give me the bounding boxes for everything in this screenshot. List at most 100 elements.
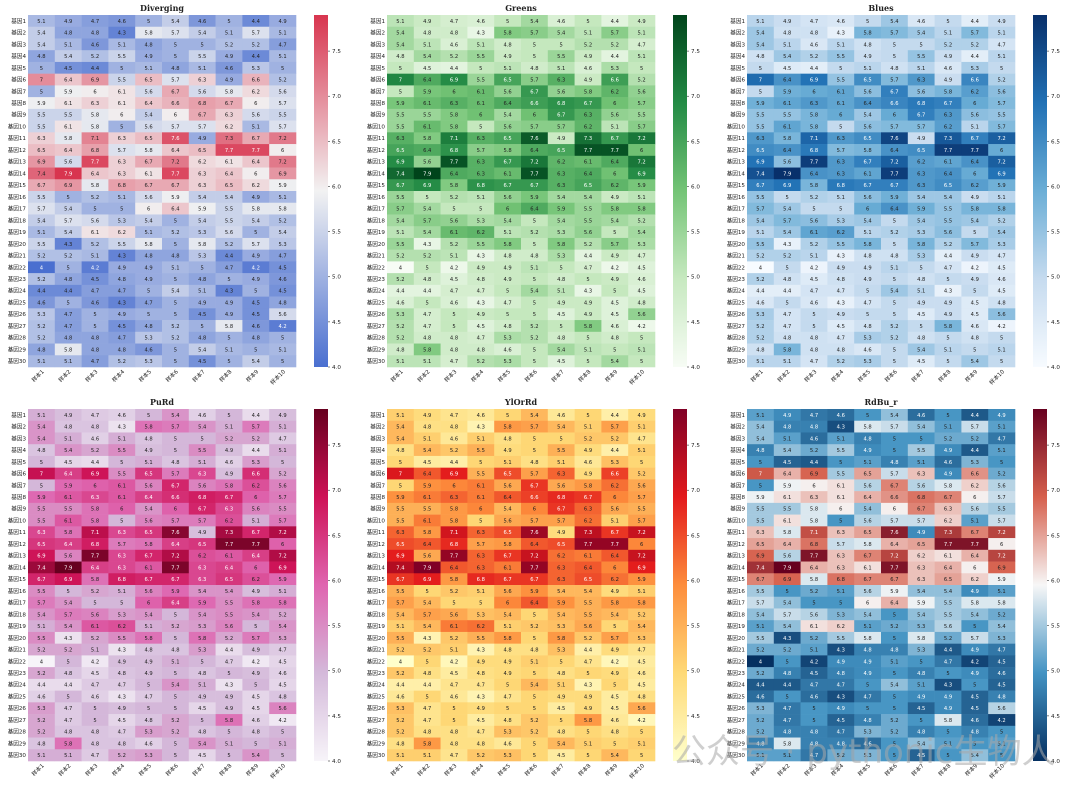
heatmap-cell [440, 202, 468, 215]
cell-value-label: 4.8 [64, 336, 72, 342]
cell-value-label: 5.1 [944, 425, 952, 431]
heatmap-cell [601, 85, 629, 98]
cell-value-label: 5.4 [944, 589, 953, 595]
heatmap-cell [934, 261, 962, 274]
cell-value-label: 5.9 [423, 483, 431, 489]
heatmap-cell [387, 273, 415, 286]
heatmap-cell [747, 573, 775, 586]
row-tick-label: 基因25 [727, 692, 746, 700]
cell-value-label: 5.6 [423, 554, 431, 560]
heatmap-cell [628, 455, 656, 468]
cell-value-label: 5 [93, 324, 96, 330]
cell-value-label: 5.7 [783, 218, 791, 224]
colorbar-tick-label: 5.5 [691, 624, 700, 630]
cell-value-label: 6.5 [557, 148, 565, 154]
heatmap-cell [54, 284, 82, 297]
heatmap-cell [574, 155, 602, 168]
cell-value-label: 6.4 [783, 542, 792, 548]
heatmap-cell [961, 631, 989, 644]
cell-value-label: 5.6 [423, 160, 431, 166]
heatmap-cell [800, 355, 828, 368]
cell-value-label: 5.1 [783, 753, 791, 759]
heatmap-cell [601, 237, 629, 250]
cell-value-label: 5.8 [144, 542, 152, 548]
cell-value-label: 4.6 [91, 42, 99, 48]
cell-value-label: 5.1 [37, 19, 45, 25]
heatmap-cell [574, 120, 602, 133]
row-tick-label: 基因29 [8, 345, 27, 353]
cell-value-label: 5.1 [944, 347, 952, 353]
cell-value-label: 5.4 [997, 624, 1006, 630]
heatmap-cell [628, 702, 656, 715]
heatmap-cell [907, 549, 935, 562]
cell-value-label: 6.4 [530, 207, 539, 213]
heatmap-cell [162, 144, 190, 157]
cell-value-label: 5.4 [917, 31, 926, 37]
heatmap-cell [574, 725, 602, 738]
heatmap-cell [547, 444, 575, 457]
heatmap-cell [773, 308, 801, 321]
heatmap-cell [188, 85, 216, 98]
heatmap-cell [54, 132, 82, 145]
heatmap-cell [135, 61, 163, 74]
heatmap-cell [215, 420, 243, 433]
cell-value-label: 5.1 [144, 460, 152, 466]
cell-value-label: 5.9 [198, 601, 206, 607]
heatmap-cell [547, 249, 575, 262]
cell-value-label: 4.8 [756, 448, 764, 454]
cell-value-label: 5.1 [997, 31, 1005, 37]
heatmap-cell [54, 108, 82, 121]
cell-value-label: 5.5 [997, 113, 1005, 119]
heatmap-cell [574, 655, 602, 668]
heatmap-cell [827, 573, 855, 586]
heatmap-cell [188, 26, 216, 39]
heatmap-cell [747, 202, 775, 215]
cell-value-label: 4.3 [118, 425, 126, 431]
cell-value-label: 4.7 [503, 300, 511, 306]
heatmap-cell [467, 573, 495, 586]
heatmap-cell [387, 284, 415, 297]
cell-value-label: 5.2 [91, 589, 99, 595]
cell-value-label: 5.7 [837, 148, 845, 154]
cell-value-label: 4.5 [611, 312, 619, 318]
heatmap-cell [54, 249, 82, 262]
cell-value-label: 4.8 [64, 671, 72, 677]
heatmap-cell [467, 191, 495, 204]
heatmap-cell [800, 261, 828, 274]
cell-value-label: 5.4 [198, 425, 207, 431]
cell-value-label: 4.9 [863, 448, 871, 454]
heatmap-cell [162, 155, 190, 168]
heatmap-cell [961, 15, 989, 28]
row-tick-label: 基因3 [11, 40, 26, 48]
cell-value-label: 4.8 [450, 730, 458, 736]
cell-value-label: 4.6 [611, 324, 619, 330]
cell-value-label: 6.1 [64, 495, 72, 501]
cell-value-label: 4.6 [810, 42, 818, 48]
heatmap-cell [800, 420, 828, 433]
column-tick-label: 样本6 [164, 367, 180, 383]
cell-value-label: 4.5 [64, 66, 72, 72]
heatmap-cell [215, 73, 243, 86]
cell-value-label: 6 [640, 148, 643, 154]
heatmap-cell [988, 725, 1016, 738]
cell-value-label: 6.1 [423, 124, 431, 130]
cell-value-label: 5.1 [198, 460, 206, 466]
heatmap-cell [961, 737, 989, 750]
heatmap-cell [747, 15, 775, 28]
heatmap-cell [135, 85, 163, 98]
heatmap-cell [54, 15, 82, 28]
heatmap-cell [54, 261, 82, 274]
cell-value-label: 7.2 [997, 160, 1005, 166]
heatmap-cell [162, 643, 190, 656]
cell-value-label: 5.9 [890, 195, 898, 201]
cell-value-label: 4.7 [64, 324, 72, 330]
heatmap-cell [28, 444, 56, 457]
heatmap-cell [467, 261, 495, 274]
cell-value-label: 5.2 [91, 636, 99, 642]
cell-value-label: 4.8 [450, 31, 458, 37]
heatmap-cell [827, 667, 855, 680]
heatmap-cell [628, 132, 656, 145]
heatmap-cell [881, 179, 909, 192]
heatmap-cell [54, 702, 82, 715]
column-tick-label: 样本9 [244, 761, 260, 777]
